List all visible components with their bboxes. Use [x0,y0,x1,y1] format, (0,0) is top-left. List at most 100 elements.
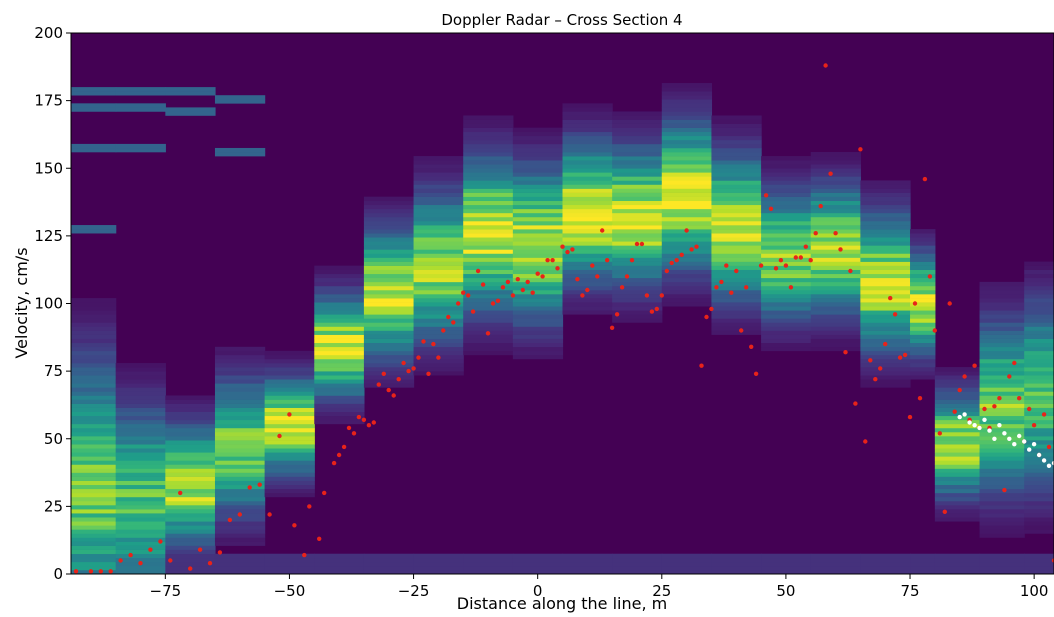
heatmap-cell [413,253,464,258]
heatmap-cell [810,172,861,177]
heatmap-cell [363,561,415,567]
heatmap-cell [711,249,762,254]
heatmap-cell [860,281,911,287]
heatmap-cell [264,484,315,490]
heatmap-cell [661,119,713,124]
heatmap-cell [612,306,663,311]
red-point [962,374,967,379]
heatmap-cell [934,553,981,559]
white-point [1017,433,1022,439]
heatmap-cell [711,553,762,559]
heatmap-cell [115,147,166,153]
heatmap-cell [612,115,663,120]
heatmap-cell [264,403,315,408]
heatmap-cell [1024,411,1054,417]
heatmap-cell [463,164,514,169]
heatmap-cell [910,265,936,270]
heatmap-cell [214,456,266,461]
heatmap-cell [661,196,713,202]
heatmap-cell [711,192,762,197]
heatmap-cell [979,387,1025,392]
heatmap-cell [264,448,315,453]
heatmap-cell [264,553,315,559]
heatmap-cell [910,367,936,372]
heatmap-cell [115,440,166,445]
heatmap-cell [761,249,812,254]
heatmap-cell [115,496,166,502]
heatmap-cell [860,375,911,380]
heatmap-cell [1024,387,1054,392]
heatmap-cell [810,184,861,189]
heatmap-cell [71,367,117,372]
red-point [446,314,451,320]
heatmap-cell [711,200,762,206]
red-point [475,268,481,274]
heatmap-cell [612,160,663,165]
heatmap-cell [512,557,564,563]
heatmap-cell [979,468,1025,473]
heatmap-cell [413,241,464,246]
heatmap-cell [512,257,564,262]
heatmap-cell [562,139,613,145]
y-tick-label: 0 [53,565,63,583]
white-point [1027,447,1032,452]
heatmap-cell [165,525,216,530]
heatmap-cell [413,176,464,181]
heatmap-cell [413,346,464,352]
heatmap-cell [463,306,514,311]
heatmap-cell [860,322,911,327]
heatmap-cell [612,557,663,563]
heatmap-cell [1024,261,1054,266]
heatmap-cell [612,131,663,137]
heatmap-cell [934,395,981,400]
heatmap-cell [1024,326,1054,331]
heatmap-cell [463,196,514,202]
red-point [451,320,456,325]
red-point [128,552,133,558]
heatmap-cell [860,298,911,303]
heatmap-cell [115,537,166,542]
heatmap-cell [562,310,613,315]
heatmap-cell [512,350,564,356]
heatmap-cell [761,326,812,331]
heatmap-cell [115,472,166,477]
heatmap-cell [363,265,415,270]
heatmap-cell [810,334,861,339]
heatmap-cell [314,354,365,360]
heatmap-cell [115,371,166,376]
heatmap-cell [214,492,266,498]
white-point [957,414,962,420]
heatmap-cell [363,350,415,356]
red-point [575,277,580,282]
heatmap-cell [810,310,861,315]
heatmap-cell [71,448,117,453]
heatmap-cell [264,415,315,421]
heatmap-cell [661,257,713,262]
heatmap-cell [512,208,564,214]
red-point [719,279,724,285]
heatmap-cell [860,338,911,344]
heatmap-cell [115,399,166,404]
heatmap-cell [860,285,911,291]
white-point [997,423,1002,428]
heatmap-cell [661,249,713,254]
heatmap-cell [115,436,166,441]
heatmap-cell [165,107,216,112]
heatmap-cell [979,322,1025,327]
heatmap-cell [71,387,117,392]
heatmap-cell [711,184,762,189]
red-point [932,328,937,333]
heatmap-cell [314,403,365,408]
heatmap-cell [71,557,117,563]
heatmap-cell [562,147,613,153]
heatmap-cell [214,521,266,526]
heatmap-cell [165,476,216,481]
heatmap-cell [860,212,911,218]
heatmap-cell [810,565,861,571]
heatmap-cell [165,569,216,574]
heatmap-cell [761,334,812,339]
red-point [600,228,605,233]
red-point [709,306,714,312]
heatmap-cell [1024,403,1054,408]
heatmap-cell [314,302,365,307]
